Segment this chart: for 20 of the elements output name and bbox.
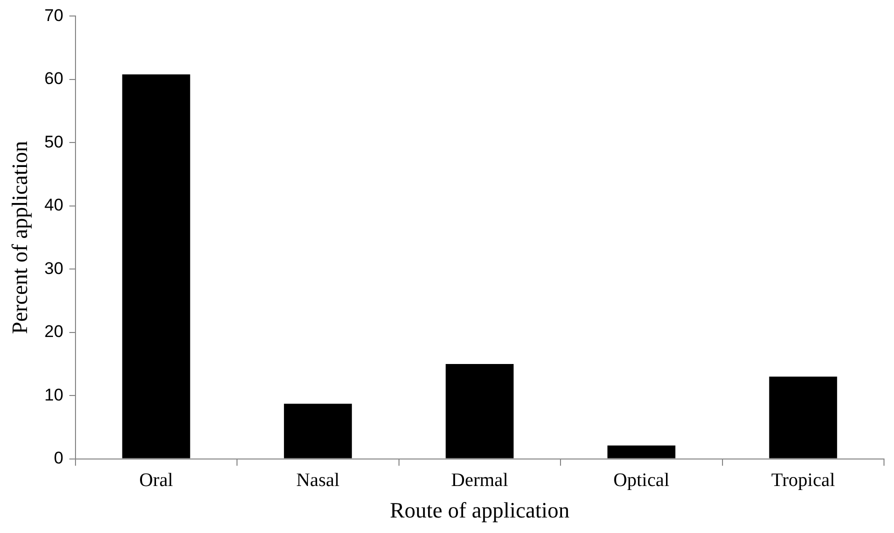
bar [284,404,352,458]
x-axis-title: Route of application [390,498,570,523]
y-tick-label: 0 [54,448,64,468]
bar [446,364,514,458]
y-tick-label: 20 [44,322,64,342]
x-tick-label: Optical [613,470,670,492]
bar [769,376,838,458]
x-tick-label: Tropical [771,470,835,492]
y-tick-label: 30 [44,258,64,278]
y-tick-label: 50 [44,132,64,152]
y-axis-title: Percent of application [6,140,32,334]
bar [122,74,190,458]
y-tick-label: 40 [44,196,64,215]
x-tick-label: Oral [139,470,174,492]
y-tick-label: 10 [44,385,64,404]
bar [607,446,676,458]
y-tick-label: 70 [44,6,64,25]
x-tick-label: Nasal [296,470,340,492]
y-tick-label: 60 [44,69,64,88]
x-tick-label: Dermal [451,470,508,492]
